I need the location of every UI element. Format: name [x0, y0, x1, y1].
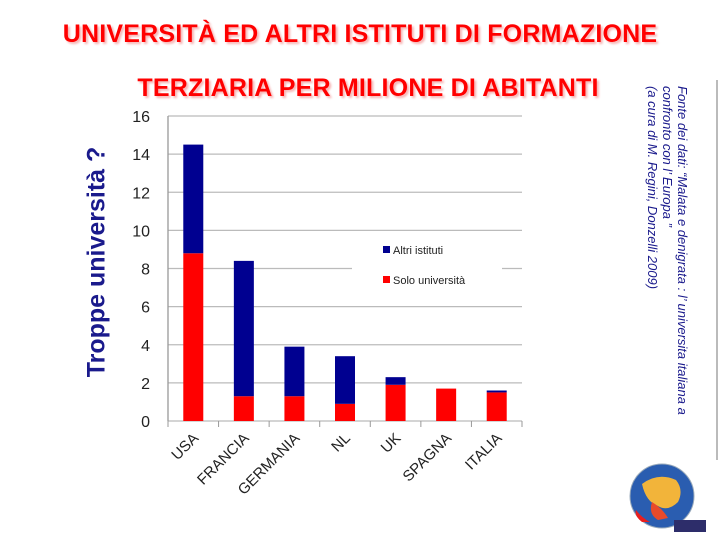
- legend-swatch: [383, 276, 390, 283]
- title-line-2: TERZIARIA PER MILIONE DI ABITANTI: [137, 74, 599, 102]
- bar-altri-istituti-francia: [233, 260, 254, 397]
- bar-altri-istituti-italia: [486, 390, 507, 393]
- legend-box: [352, 240, 502, 300]
- x-tick-label: ITALIA: [462, 430, 506, 474]
- bar-solo-universit--francia: [233, 396, 254, 421]
- x-tick-label: UK: [378, 430, 405, 457]
- bar-solo-universit--spagna: [436, 388, 457, 421]
- bar-altri-istituti-uk: [385, 377, 406, 385]
- x-tick-label: USA: [168, 430, 202, 464]
- bar-altri-istituti-nl: [335, 356, 355, 404]
- bar-altri-istituti-germania: [284, 346, 305, 397]
- bar-solo-universit--germania: [284, 396, 305, 421]
- bar-solo-universit--italia: [486, 392, 507, 421]
- divider: [716, 80, 718, 460]
- legend-label: Altri istituti: [393, 245, 443, 257]
- x-tick-label: NL: [328, 430, 354, 456]
- bar-solo-universit--usa: [183, 253, 204, 421]
- bar-solo-universit--nl: [335, 403, 355, 421]
- y-tick-label: 10: [132, 223, 150, 240]
- bar-solo-universit--uk: [385, 384, 406, 421]
- y-tick-label: 0: [141, 414, 150, 431]
- legend-label: Solo università: [393, 275, 466, 287]
- legend-swatch: [383, 246, 390, 253]
- y-tick-label: 4: [141, 338, 150, 355]
- title-line-1: UNIVERSITÀ ED ALTRI ISTITUTI DI FORMAZIO…: [62, 20, 658, 48]
- y-tick-label: 16: [132, 109, 150, 126]
- y-tick-label: 8: [141, 262, 150, 279]
- x-tick-label: SPAGNA: [400, 430, 455, 485]
- y-tick-label: 2: [141, 376, 150, 393]
- bar-altri-istituti-usa: [183, 144, 204, 254]
- y-tick-label: 14: [132, 147, 150, 164]
- y-tick-label: 6: [141, 300, 150, 317]
- globe-logo: [629, 463, 706, 532]
- y-tick-label: 12: [132, 185, 150, 202]
